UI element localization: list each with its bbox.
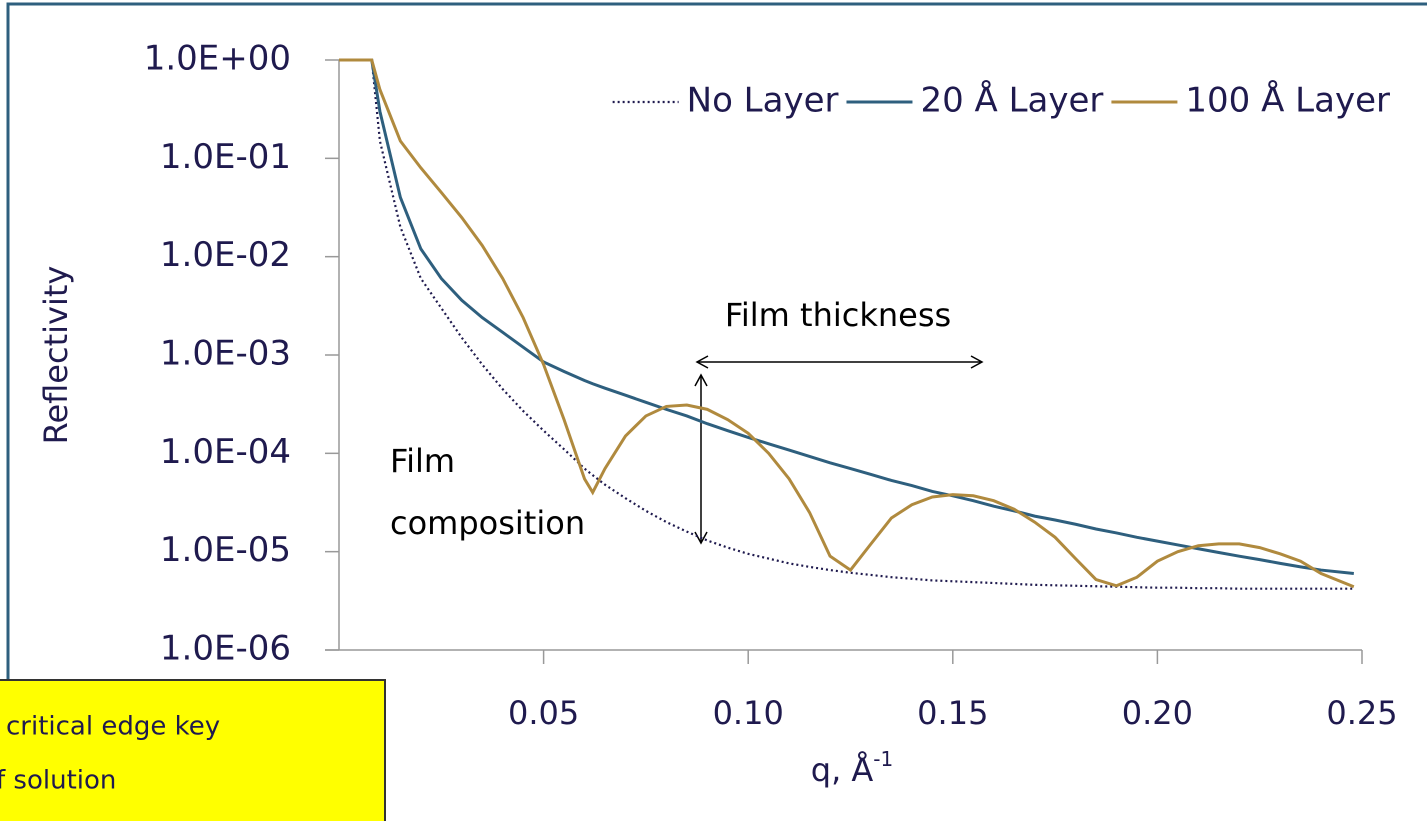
x-tick-label: 0.25 <box>1326 694 1397 732</box>
legend-label: 20 Å Layer <box>920 80 1103 121</box>
x-axis-label: q, Å-1 <box>811 747 894 790</box>
annotation: Film thickness <box>725 296 951 334</box>
frame <box>6 2 1427 821</box>
legend-label: 100 Å Layer <box>1185 80 1390 121</box>
y-axis-label: Reflectivity <box>37 266 75 445</box>
y-tick-label: 1.0E-03 <box>160 334 291 374</box>
legend-label: No Layer <box>687 81 839 121</box>
y-tick-label: 1.0E-06 <box>160 629 291 669</box>
x-tick-label: 0.15 <box>917 694 988 732</box>
y-tick-label: 1.0E+00 <box>144 39 291 79</box>
x-axis-label-main: q, Å <box>811 751 874 789</box>
legend: No Layer 20 Å Layer 100 Å Layer <box>612 80 1390 121</box>
note-box <box>0 679 386 821</box>
plot: 1.0E+00 1.0E-01 1.0E-02 1.0E-03 1.0E-04 1.0E-… <box>144 39 1398 733</box>
note-text: critical edge key <box>6 712 220 742</box>
x-axis-label-superscript: -1 <box>873 747 893 771</box>
x-tick-label: 0.20 <box>1122 694 1193 732</box>
y-tick-label: 1.0E-04 <box>160 432 291 472</box>
y-tick-label: 1.0E-01 <box>160 137 291 177</box>
series-line <box>339 58 1355 589</box>
x-tick-label: 0.05 <box>508 694 579 732</box>
note-text: f solution <box>0 766 116 796</box>
annotation: composition <box>390 504 585 542</box>
annotation: Film <box>390 442 455 480</box>
x-tick-label: 0.10 <box>713 694 784 732</box>
y-tick-label: 1.0E-02 <box>160 235 291 275</box>
series-line <box>339 58 1354 575</box>
y-tick-label: 1.0E-05 <box>160 530 291 570</box>
series-line <box>339 58 1354 590</box>
